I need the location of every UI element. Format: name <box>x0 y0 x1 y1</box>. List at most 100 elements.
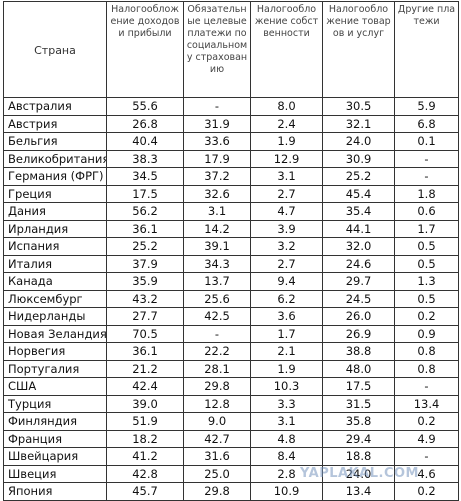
value-cell: 12.8 <box>183 394 251 413</box>
value-cell: 17.5 <box>322 377 395 396</box>
value-cell: - <box>394 377 459 396</box>
value-cell: 10.3 <box>250 377 323 396</box>
value-cell: 0.2 <box>394 307 459 326</box>
value-cell: 0.1 <box>394 132 459 151</box>
value-cell: 32.0 <box>322 237 395 256</box>
country-cell: Франция <box>3 429 107 448</box>
value-cell: 35.8 <box>322 412 395 431</box>
column-header: Обязательные целевые платежи по социальн… <box>183 1 251 98</box>
value-cell: 25.6 <box>183 289 251 308</box>
country-cell: Греция <box>3 184 107 203</box>
country-cell: Ирландия <box>3 219 107 238</box>
value-cell: 3.1 <box>250 167 323 186</box>
table-row: Нидерланды 27.7 42.5 3.6 26.0 0.2 <box>3 307 459 326</box>
value-cell: 18.8 <box>322 447 395 466</box>
table-row: Франция 18.2 42.7 4.8 29.4 4.9 <box>3 429 459 448</box>
value-cell: 13.4 <box>322 482 395 501</box>
country-cell: Люксембург <box>3 289 107 308</box>
value-cell: 4.8 <box>250 429 323 448</box>
value-cell: 4.9 <box>394 429 459 448</box>
value-cell: 17.5 <box>106 184 184 203</box>
value-cell: 42.7 <box>183 429 251 448</box>
value-cell: 38.8 <box>322 342 395 361</box>
table-row: Люксембург 43.2 25.6 6.2 24.5 0.5 <box>3 289 459 308</box>
value-cell: 25.2 <box>322 167 395 186</box>
value-cell: 0.2 <box>394 412 459 431</box>
value-cell: 4.7 <box>250 202 323 221</box>
value-cell: 14.2 <box>183 219 251 238</box>
value-cell: 30.9 <box>322 149 395 168</box>
value-cell: 26.0 <box>322 307 395 326</box>
country-cell: Новая Зеландия <box>3 324 107 343</box>
value-cell: 25.0 <box>183 464 251 483</box>
value-cell: 13.7 <box>183 272 251 291</box>
country-cell: Италия <box>3 254 107 273</box>
value-cell: 24.6 <box>322 254 395 273</box>
table-row: Австрия 26.8 31.9 2.4 32.1 6.8 <box>3 114 459 133</box>
value-cell: 32.6 <box>183 184 251 203</box>
country-cell: Бельгия <box>3 132 107 151</box>
value-cell: 8.0 <box>250 97 323 116</box>
tax-table: Страна Налогообложение доходов и прибыли О… <box>3 1 459 501</box>
value-cell: 6.2 <box>250 289 323 308</box>
value-cell: 12.9 <box>250 149 323 168</box>
country-cell: Канада <box>3 272 107 291</box>
country-cell: Дания <box>3 202 107 221</box>
country-cell: Турция <box>3 394 107 413</box>
value-cell: 34.5 <box>106 167 184 186</box>
value-cell: 0.8 <box>394 359 459 378</box>
value-cell: 45.7 <box>106 482 184 501</box>
value-cell: 48.0 <box>322 359 395 378</box>
table-body: Австралия 55.6-8.0 30.5 5.9 Австрия 26.8 31.9 2… <box>3 97 459 501</box>
country-cell: Швеция <box>3 464 107 483</box>
value-cell: 13.4 <box>394 394 459 413</box>
value-cell: 40.4 <box>106 132 184 151</box>
value-cell: 3.1 <box>250 412 323 431</box>
table-row: Япония 45.7 29.8 10.9 13.4 0.2 <box>3 482 459 501</box>
value-cell: 3.9 <box>250 219 323 238</box>
value-cell: 41.2 <box>106 447 184 466</box>
value-cell: 1.9 <box>250 359 323 378</box>
value-cell: 30.5 <box>322 97 395 116</box>
country-cell: Норвегия <box>3 342 107 361</box>
table-row: Швейцария 41.2 31.6 8.4 18.8- <box>3 447 459 466</box>
value-cell: 0.9 <box>394 324 459 343</box>
table-row: Швеция 42.8 25.0 2.8 24.0 4.6 <box>3 464 459 483</box>
table-row: Новая Зеландия 70.5-1.7 26.9 0.9 <box>3 324 459 343</box>
table-row: Финляндия 51.9 9.0 3.1 35.8 0.2 <box>3 412 459 431</box>
value-cell: 27.7 <box>106 307 184 326</box>
column-header: Налогообложение собственности <box>250 1 323 98</box>
country-cell: США <box>3 377 107 396</box>
value-cell: 37.2 <box>183 167 251 186</box>
table-row: Португалия 21.2 28.1 1.9 48.0 0.8 <box>3 359 459 378</box>
value-cell: 3.2 <box>250 237 323 256</box>
value-cell: 56.2 <box>106 202 184 221</box>
value-cell: 2.7 <box>250 254 323 273</box>
table-row: Турция 39.0 12.8 3.3 31.5 13.4 <box>3 394 459 413</box>
value-cell: 37.9 <box>106 254 184 273</box>
value-cell: 1.3 <box>394 272 459 291</box>
value-cell: 42.8 <box>106 464 184 483</box>
value-cell: 10.9 <box>250 482 323 501</box>
value-cell: 6.8 <box>394 114 459 133</box>
table-row: Испания 25.2 39.1 3.2 32.0 0.5 <box>3 237 459 256</box>
country-cell: Австралия <box>3 97 107 116</box>
value-cell: 32.1 <box>322 114 395 133</box>
table-row: Италия 37.9 34.3 2.7 24.6 0.5 <box>3 254 459 273</box>
value-cell: 51.9 <box>106 412 184 431</box>
column-header: Страна <box>3 1 107 98</box>
value-cell: 25.2 <box>106 237 184 256</box>
value-cell: 18.2 <box>106 429 184 448</box>
value-cell: 21.2 <box>106 359 184 378</box>
value-cell: 9.4 <box>250 272 323 291</box>
value-cell: 8.4 <box>250 447 323 466</box>
value-cell: 34.3 <box>183 254 251 273</box>
value-cell: 44.1 <box>322 219 395 238</box>
value-cell: 38.3 <box>106 149 184 168</box>
watermark: YAPLAKAL.COM <box>300 466 419 481</box>
value-cell: 0.8 <box>394 342 459 361</box>
value-cell: 26.9 <box>322 324 395 343</box>
value-cell: 2.4 <box>250 114 323 133</box>
value-cell: 36.1 <box>106 219 184 238</box>
